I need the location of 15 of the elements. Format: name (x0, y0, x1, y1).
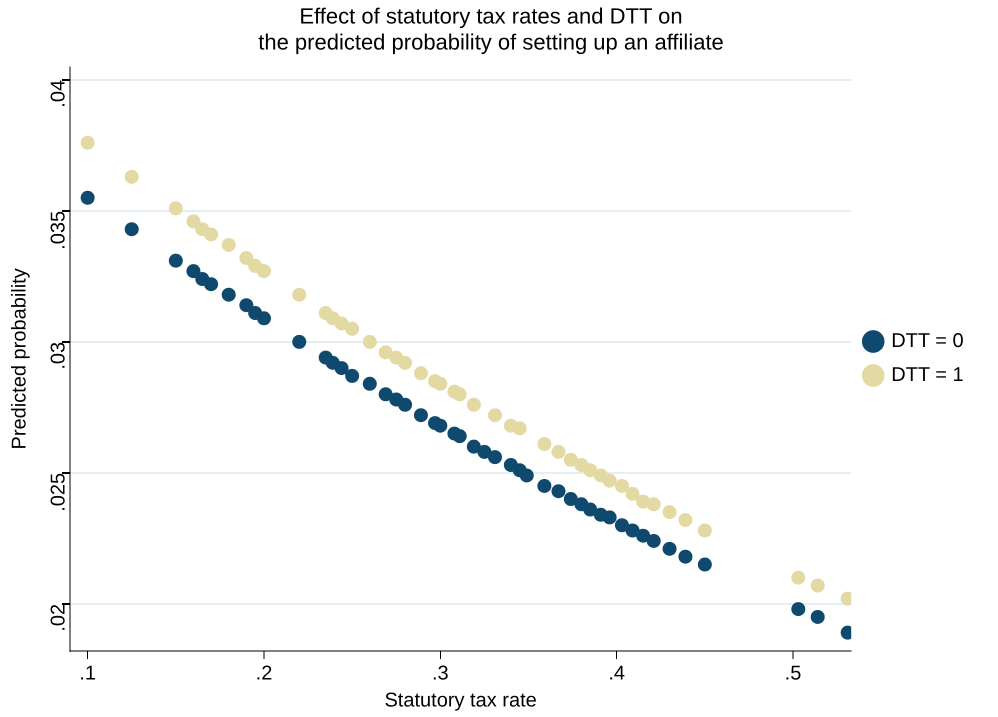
y-tick-label: .04 (48, 80, 70, 108)
legend-label: DTT = 0 (891, 330, 964, 352)
x-tick-label: .1 (79, 662, 96, 685)
y-tick-label: .035 (48, 210, 70, 250)
x-axis-title: Statutory tax rate (384, 690, 537, 712)
legend-label: DTT = 1 (891, 364, 964, 386)
x-tick-label: .4 (608, 662, 626, 685)
x-tick-label: .3 (432, 662, 449, 685)
x-tick-label: .5 (784, 662, 802, 685)
y-axis-title: Predicted probability (8, 268, 31, 450)
y-tick-label: .02 (48, 604, 70, 632)
x-tick-label: .2 (256, 662, 272, 685)
chart-title: Effect of statutory tax rates and DTT on the predicted probability of setting up an affiliate (258, 3, 724, 55)
y-tick-label: .025 (48, 472, 70, 512)
y-tick-label: .03 (48, 342, 70, 370)
